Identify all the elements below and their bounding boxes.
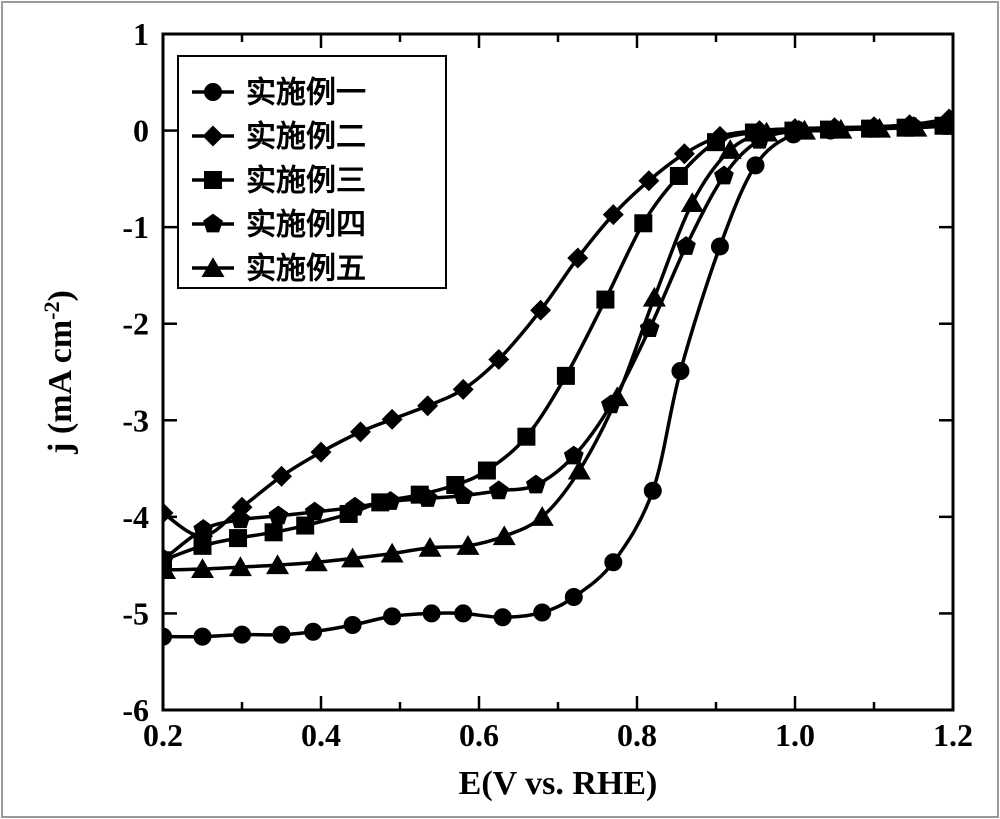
legend-label: 实施例四 xyxy=(246,208,366,242)
series-marker-s1 xyxy=(605,554,622,571)
legend-marker xyxy=(205,172,222,189)
series-marker-s1 xyxy=(455,605,472,622)
figure-container: 0.2 0.4 0.6 0.8 1.0 1.2 -6 -5 -4 -3 -2 -1 0 1 E(V vs. … xyxy=(0,0,1000,819)
series-marker-s1 xyxy=(711,238,728,255)
series-marker-s3 xyxy=(230,530,247,547)
series-marker-s3 xyxy=(478,462,495,479)
series-marker-s1 xyxy=(534,604,551,621)
y-tick-label: 0 xyxy=(133,113,149,149)
y-tick-label: -2 xyxy=(122,306,149,342)
y-tick-label: -6 xyxy=(122,692,149,728)
y-tick-label: 1 xyxy=(133,16,149,52)
x-tick-label: 0.4 xyxy=(301,717,341,753)
series-marker-s3 xyxy=(265,524,282,541)
series-marker-s1 xyxy=(565,589,582,606)
series-marker-s1 xyxy=(423,605,440,622)
x-tick-label: 1.2 xyxy=(933,717,973,753)
chart-bg xyxy=(0,0,1000,819)
y-tick-label: -5 xyxy=(122,595,149,631)
legend-label: 实施例一 xyxy=(246,76,366,110)
legend-label: 实施例五 xyxy=(246,252,366,286)
series-marker-s1 xyxy=(305,623,322,640)
series-marker-s3 xyxy=(518,428,535,445)
series-marker-s1 xyxy=(234,626,251,643)
series-marker-s3 xyxy=(597,291,614,308)
chart-svg: 0.2 0.4 0.6 0.8 1.0 1.2 -6 -5 -4 -3 -2 -1 0 1 E(V vs. … xyxy=(0,0,1000,819)
x-tick-label: 1.0 xyxy=(775,717,815,753)
y-tick-label: -1 xyxy=(122,209,149,245)
series-marker-s1 xyxy=(194,628,211,645)
series-marker-s3 xyxy=(194,537,211,554)
x-tick-label: 0.8 xyxy=(617,717,657,753)
series-marker-s1 xyxy=(344,617,361,634)
y-tick-label: -3 xyxy=(122,402,149,438)
legend-label: 实施例三 xyxy=(246,164,366,198)
series-marker-s1 xyxy=(644,482,661,499)
series-marker-s1 xyxy=(273,626,290,643)
series-marker-s1 xyxy=(672,363,689,380)
series-marker-s3 xyxy=(708,134,725,151)
legend-marker xyxy=(205,84,222,101)
legend-label: 实施例二 xyxy=(246,120,366,154)
x-axis-label: E(V vs. RHE) xyxy=(459,765,658,802)
y-tick-label: -4 xyxy=(122,499,149,535)
series-marker-s3 xyxy=(670,167,687,184)
series-marker-s3 xyxy=(635,215,652,232)
series-marker-s3 xyxy=(557,367,574,384)
x-tick-label: 0.2 xyxy=(143,717,183,753)
series-marker-s1 xyxy=(384,608,401,625)
x-tick-label: 0.6 xyxy=(459,717,499,753)
series-marker-s1 xyxy=(494,609,511,626)
series-marker-s1 xyxy=(747,157,764,174)
